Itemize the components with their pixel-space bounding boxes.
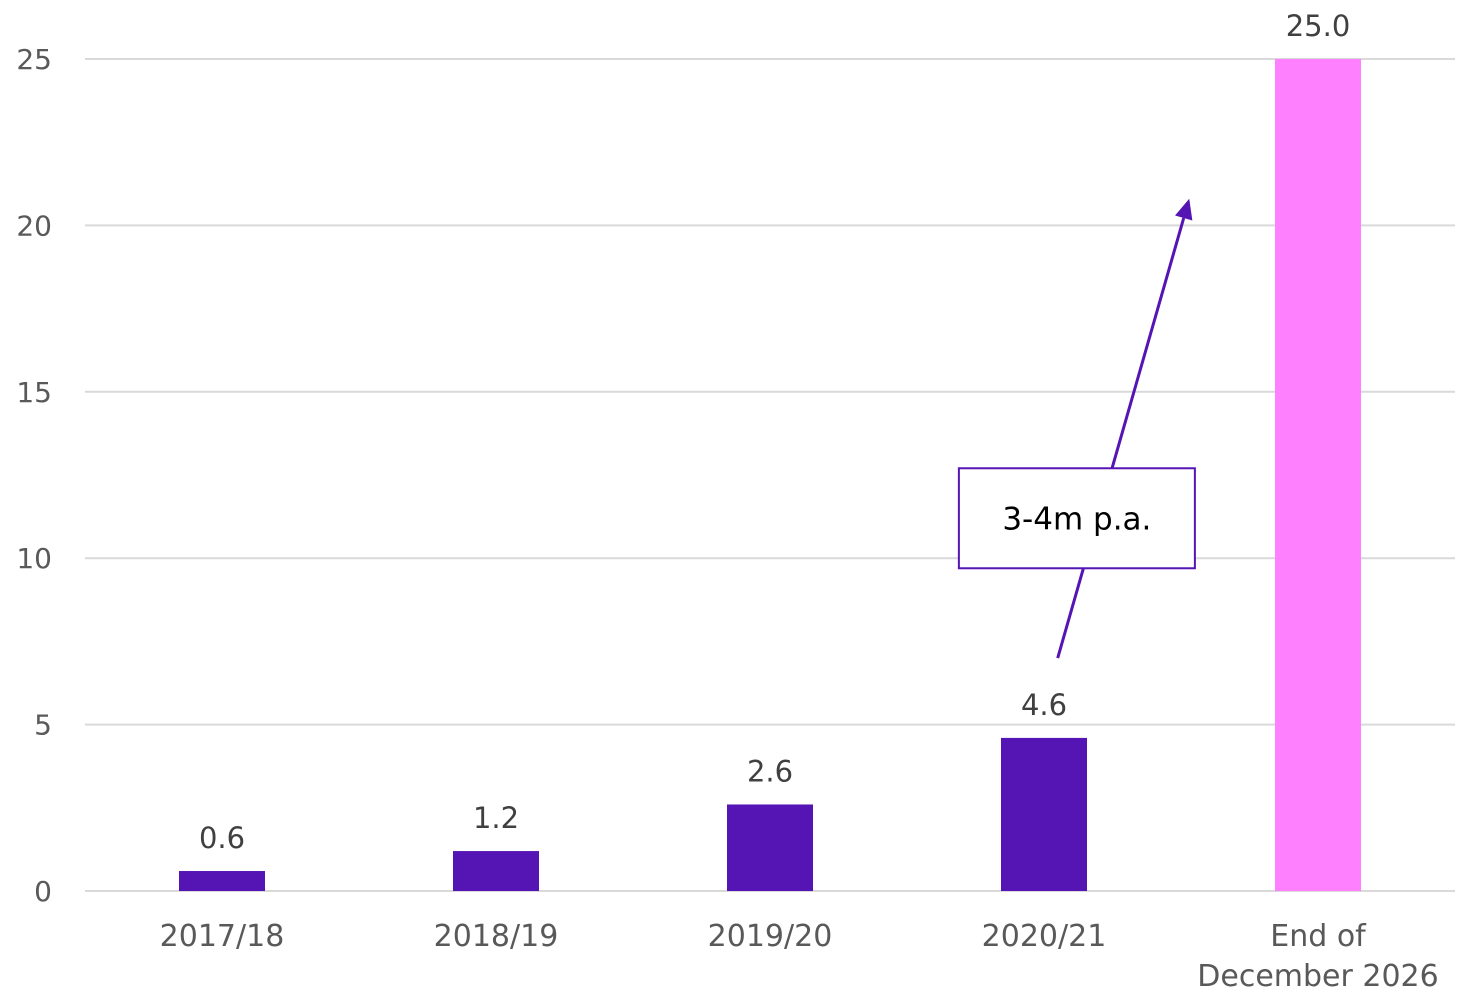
bar: [727, 804, 813, 891]
annotation-arrowhead: [1175, 198, 1193, 221]
y-tick-label: 25: [16, 43, 52, 76]
x-tick-label: 2020/21: [982, 919, 1107, 954]
data-labels: 0.6 1.2 2.6 4.6 25.0: [199, 9, 1350, 855]
data-label: 2.6: [747, 754, 793, 788]
bar: [1275, 59, 1361, 891]
x-axis-category-labels: 2017/18 2018/19 2019/20 2020/21 End of Decemb…: [160, 919, 1439, 994]
data-label: 1.2: [473, 801, 519, 835]
bar: [1001, 737, 1087, 891]
data-label: 0.6: [199, 821, 245, 855]
x-tick-label: 2017/18: [160, 919, 285, 954]
x-tick-label: December 2026: [1197, 959, 1438, 994]
bars: [179, 59, 1361, 891]
y-tick-label: 20: [16, 209, 52, 242]
y-tick-label: 5: [34, 709, 52, 742]
y-tick-label: 10: [16, 542, 52, 575]
annotation-text: 3-4m p.a.: [1002, 501, 1151, 537]
x-tick-label: End of: [1270, 919, 1367, 954]
annotation-box: [957, 467, 1196, 570]
y-tick-label: 15: [16, 376, 52, 409]
data-label: 4.6: [1021, 688, 1067, 722]
annotation-arrow-line: [1056, 217, 1186, 659]
growth-annotation: 3-4m p.a.: [957, 198, 1196, 659]
x-tick-label: 2018/19: [434, 919, 559, 954]
bar: [179, 871, 265, 891]
y-axis-tick-labels: 0 5 10 15 20 25: [16, 43, 52, 908]
data-label: 25.0: [1286, 9, 1351, 43]
y-tick-label: 0: [34, 875, 52, 908]
gridlines: [85, 58, 1455, 892]
bar: [453, 851, 539, 891]
x-tick-label: 2019/20: [708, 919, 833, 954]
